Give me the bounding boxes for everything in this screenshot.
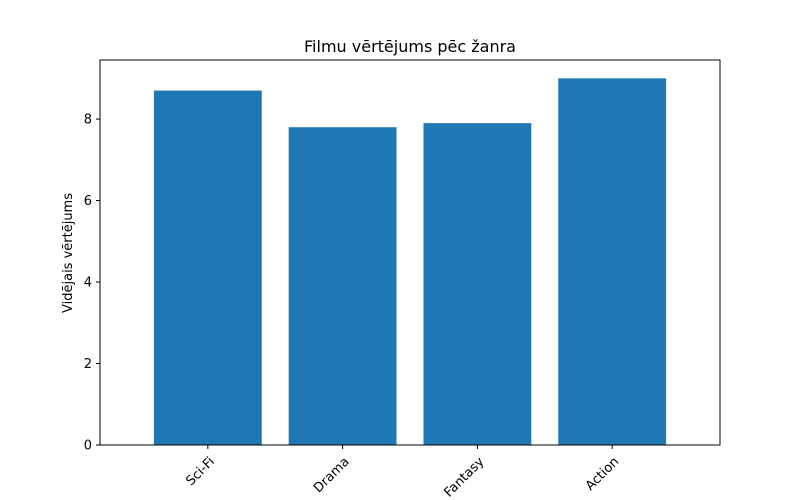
- plot-frame: [99, 59, 721, 446]
- y-tick-label: 0: [84, 439, 92, 454]
- bar-action: [558, 78, 667, 445]
- bar-drama: [288, 127, 397, 445]
- x-ticks-group: Sci-Fi Drama Fantasy Action: [183, 445, 622, 500]
- x-tick-label: Sci-Fi: [183, 454, 218, 489]
- y-tick-label: 2: [84, 357, 92, 372]
- x-tick-label: Action: [583, 454, 622, 493]
- y-tick-label: 8: [84, 113, 92, 128]
- x-tick-label: Fantasy: [441, 454, 487, 500]
- chart-title: Filmu vērtējums pēc žanra: [304, 37, 516, 56]
- y-tick-label: 4: [84, 276, 92, 291]
- y-ticks-group: 0 2 4 6 8: [84, 113, 100, 454]
- bar-fantasy: [423, 123, 532, 446]
- y-tick-label: 6: [84, 194, 92, 209]
- bar-sci-fi: [153, 90, 262, 446]
- bars-group: [153, 78, 667, 446]
- y-axis-label: Vidējais vērtējums: [61, 193, 76, 313]
- x-tick-label: Drama: [311, 454, 353, 496]
